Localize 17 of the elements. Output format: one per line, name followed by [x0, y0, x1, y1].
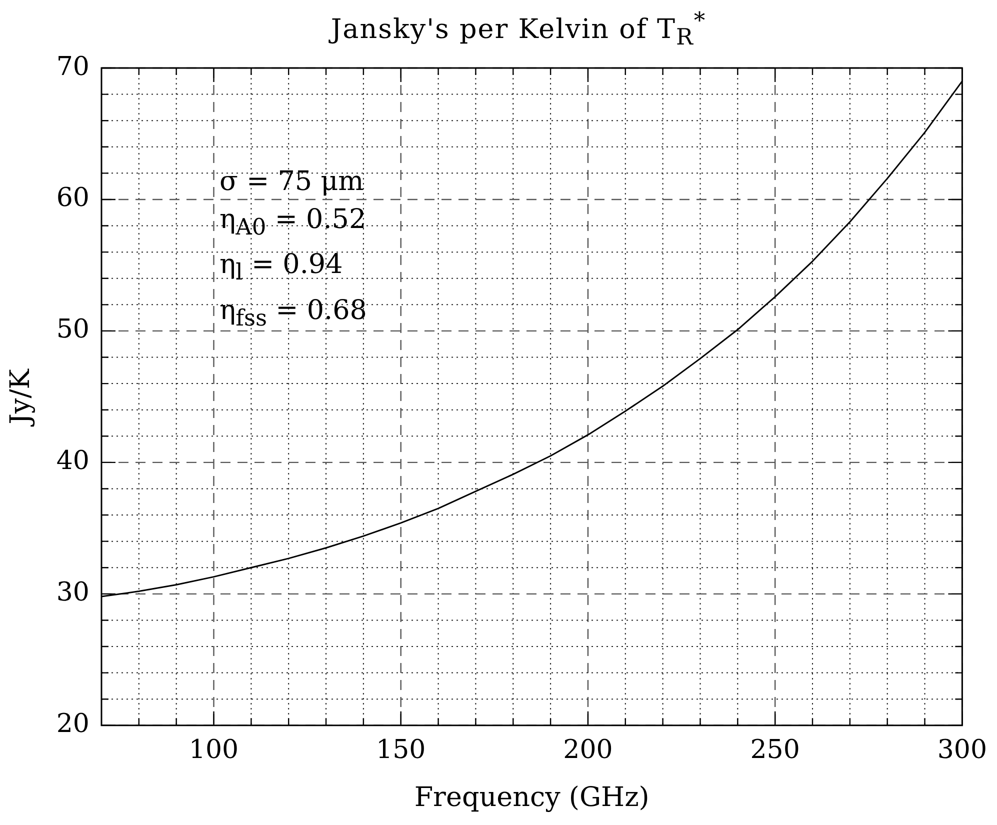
x-tick-label: 300	[937, 734, 988, 765]
y-tick-label: 50	[56, 314, 90, 345]
annotation: σ = 75 μm	[219, 165, 365, 199]
x-tick-label: 200	[563, 734, 613, 765]
x-tick-label: 250	[750, 734, 800, 765]
annotation: η$_{fss}$ = 0.68	[219, 294, 367, 334]
y-tick-label: 20	[56, 709, 90, 740]
x-axis-title: Frequency (GHz)	[414, 782, 650, 813]
annotation: η$_{l}$ = 0.94	[219, 248, 344, 288]
y-tick-label: 70	[56, 52, 90, 82]
y-tick-label: 40	[56, 446, 90, 476]
y-tick-label: 30	[56, 578, 90, 608]
annotation: η$_{A0}$ = 0.52	[219, 203, 367, 242]
x-tick-label: 150	[376, 734, 426, 765]
y-tick-label: 60	[56, 183, 90, 214]
y-axis-title: Jy/K	[5, 368, 36, 428]
x-tick-label: 100	[188, 734, 239, 765]
